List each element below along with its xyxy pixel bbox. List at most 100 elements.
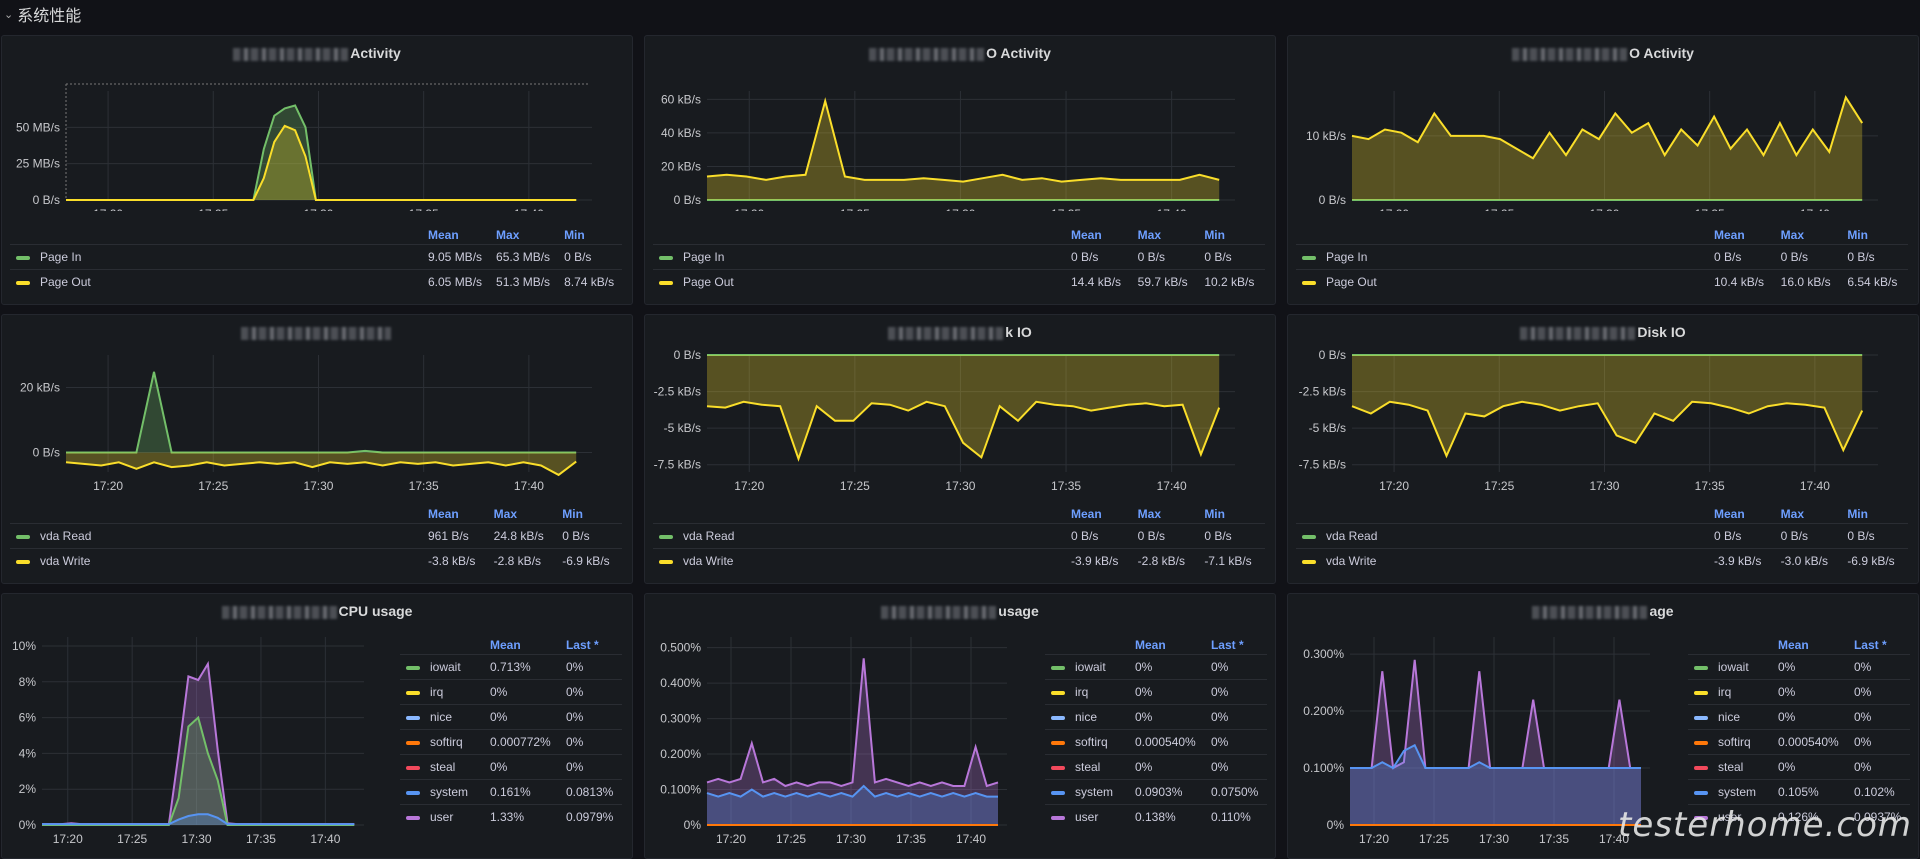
legend-header-last[interactable]: Last * [565,638,599,652]
legend-series-name[interactable]: nice [1718,710,1741,724]
series-color-swatch[interactable] [1694,765,1708,770]
legend-header-mean[interactable]: Mean [428,507,459,521]
legend-header-mean[interactable]: Mean [490,638,521,652]
series-color-swatch[interactable] [1694,690,1708,695]
legend-row[interactable]: vda Read 0 B/s 0 B/s 0 B/s [653,523,1265,549]
legend-row[interactable]: nice 0% 0% [1688,704,1910,730]
legend-series-name[interactable]: irq [1075,685,1089,699]
series-color-swatch[interactable] [16,559,30,564]
legend-row[interactable]: softirq 0.000540% 0% [1045,729,1267,755]
legend-row[interactable]: nice 0% 0% [1045,704,1267,730]
series-color-swatch[interactable] [1302,534,1316,539]
series-color-swatch[interactable] [1694,790,1708,795]
chart-plot[interactable]: 0% 0.100% 0.200% 0.300% 17:20 17:25 17:30 17:35… [1288,629,1688,859]
legend-series-name[interactable]: softirq [430,735,463,749]
legend-header-mean[interactable]: Mean [1071,228,1102,242]
legend-row[interactable]: iowait 0% 0% [1045,654,1267,680]
series-color-swatch[interactable] [16,280,30,285]
series-color-swatch[interactable] [1694,740,1708,745]
series-color-swatch[interactable] [1051,790,1065,795]
legend-row[interactable]: vda Read 961 B/s 24.8 kB/s 0 B/s [10,523,622,549]
legend-header-mean[interactable]: Mean [428,228,459,242]
legend-row[interactable]: Page Out 6.05 MB/s 51.3 MB/s 8.74 kB/s [10,269,622,294]
panel-title[interactable] [2,324,632,340]
series-color-swatch[interactable] [1694,715,1708,720]
legend-row[interactable]: steal 0% 0% [1045,754,1267,780]
legend-series-name[interactable]: nice [1075,710,1098,724]
series-line-system[interactable] [42,813,355,826]
chart-plot[interactable]: 0 B/s 20 kB/s 40 kB/s 60 kB/s 17:20 17:25 17:3… [645,36,1275,211]
legend-header-min[interactable]: Min [1847,228,1868,242]
legend-row[interactable]: Page In 0 B/s 0 B/s 0 B/s [653,244,1265,270]
panel-title[interactable]: O Activity [645,45,1275,61]
legend-series-name[interactable]: vda Read [683,529,735,543]
chart-plot[interactable]: 0 B/s -2.5 kB/s -5 kB/s -7.5 kB/s 17:20 17:25… [1288,315,1918,490]
legend-header-min[interactable]: Min [1847,507,1868,521]
legend-series-name[interactable]: iowait [1075,660,1106,674]
series-color-swatch[interactable] [1051,740,1065,745]
legend-series-name[interactable]: vda Write [40,554,91,568]
panel-title[interactable]: age [1288,603,1918,619]
legend-series-name[interactable]: steal [430,760,456,774]
series-color-swatch[interactable] [406,690,420,695]
series-color-swatch[interactable] [1051,765,1065,770]
legend-row[interactable]: steal 0% 0% [400,754,622,780]
graph-panel-6[interactable]: Disk IO 0 B/s -2.5 kB/s -5 kB/s -7.5 kB/s 17:… [1287,314,1919,584]
legend-series-name[interactable]: system [430,785,469,799]
chart-plot[interactable]: 0 B/s 10 kB/s 17:20 17:25 17:30 17:35 17:40 [1288,36,1918,211]
legend-header-min[interactable]: Min [1204,507,1225,521]
legend-header-last[interactable]: Last * [1853,638,1887,652]
series-color-swatch[interactable] [1051,690,1065,695]
legend-header-max[interactable]: Max [1137,228,1161,242]
series-line-vda-write[interactable] [65,460,577,477]
legend-row[interactable]: vda Read 0 B/s 0 B/s 0 B/s [1296,523,1908,549]
graph-panel-8[interactable]: usage 0% 0.100% 0.200% 0.300% 0.400% 0.500% 17:… [644,593,1276,859]
legend-series-name[interactable]: softirq [1075,735,1108,749]
chevron-down-icon[interactable]: ⌄ [4,8,14,21]
graph-panel-7[interactable]: CPU usage 0% 2% 4% 6% 8% 10% 17:20 17:25 17:30 17:… [1,593,633,859]
series-color-swatch[interactable] [1302,255,1316,260]
legend-header-mean[interactable]: Mean [1714,228,1745,242]
legend-header-min[interactable]: Min [562,507,583,521]
panel-title[interactable]: Disk IO [1288,324,1918,340]
legend-series-name[interactable]: vda Read [40,529,92,543]
legend-header-mean[interactable]: Mean [1714,507,1745,521]
legend-series-name[interactable]: irq [430,685,444,699]
legend-row[interactable]: user 1.33% 0.0979% [400,804,622,829]
legend-row[interactable]: nice 0% 0% [400,704,622,730]
legend-header-max[interactable]: Max [496,228,520,242]
legend-series-name[interactable]: steal [1075,760,1101,774]
panel-title[interactable]: k IO [645,324,1275,340]
series-color-swatch[interactable] [16,255,30,260]
legend-series-name[interactable]: Page Out [683,275,734,289]
legend-series-name[interactable]: nice [430,710,453,724]
legend-row[interactable]: user 0.138% 0.110% [1045,804,1267,829]
series-line-vda-write[interactable] [1351,400,1864,459]
panel-title[interactable]: Activity [2,45,632,61]
series-color-swatch[interactable] [16,534,30,539]
legend-row[interactable]: user 0.126% 0.0937% [1688,804,1910,829]
panel-title[interactable]: usage [645,603,1275,619]
legend-series-name[interactable]: softirq [1718,735,1751,749]
series-line-vda-read[interactable] [66,371,577,454]
series-color-swatch[interactable] [659,280,673,285]
legend-row[interactable]: irq 0% 0% [1045,679,1267,705]
series-color-swatch[interactable] [1302,559,1316,564]
legend-series-name[interactable]: system [1075,785,1114,799]
legend-series-name[interactable]: vda Read [1326,529,1378,543]
legend-header-mean[interactable]: Mean [1778,638,1809,652]
row-header[interactable]: ⌄ 系统性能 [0,0,1920,28]
legend-row[interactable]: iowait 0.713% 0% [400,654,622,680]
series-line-page-in[interactable] [66,104,577,201]
graph-panel-9[interactable]: age 0% 0.100% 0.200% 0.300% 17:20 17:25 17:30 17… [1287,593,1919,859]
legend-row[interactable]: Page Out 10.4 kB/s 16.0 kB/s 6.54 kB/s [1296,269,1908,294]
series-color-swatch[interactable] [1051,715,1065,720]
series-line-vda-write[interactable] [706,400,1221,462]
legend-row[interactable]: iowait 0% 0% [1688,654,1910,680]
legend-series-name[interactable]: vda Write [683,554,734,568]
legend-header-mean[interactable]: Mean [1135,638,1166,652]
legend-series-name[interactable]: user [1718,810,1742,824]
legend-series-name[interactable]: Page In [40,250,82,264]
series-color-swatch[interactable] [406,815,420,820]
chart-plot[interactable]: 0% 0.100% 0.200% 0.300% 0.400% 0.500% 17:20 17:… [645,629,1045,859]
